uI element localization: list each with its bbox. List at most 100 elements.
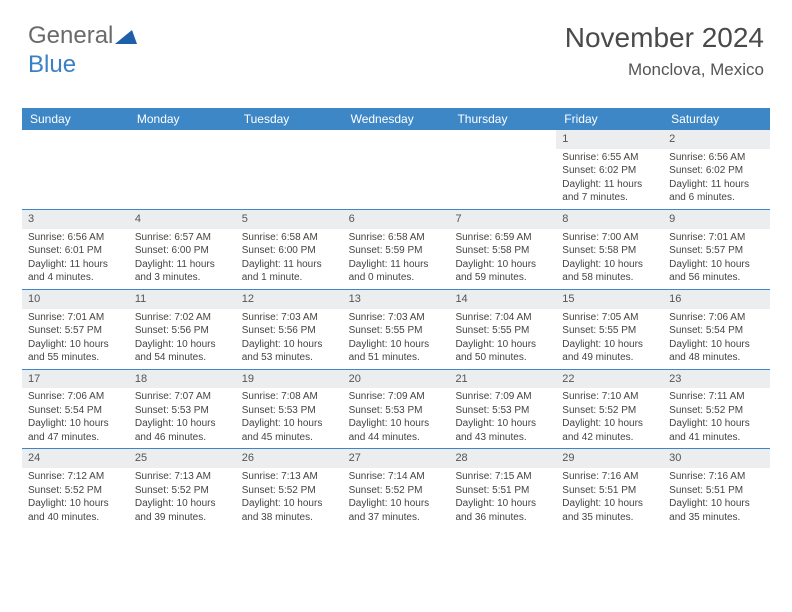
- day-cell: [449, 130, 556, 209]
- weekday-header: Monday: [129, 108, 236, 130]
- daylight-text: Daylight: 10 hours and 46 minutes.: [135, 417, 230, 444]
- weekday-header: Saturday: [663, 108, 770, 130]
- daylight-text: Daylight: 10 hours and 56 minutes.: [669, 258, 764, 285]
- daylight-text: Daylight: 10 hours and 58 minutes.: [562, 258, 657, 285]
- daylight-text: Daylight: 10 hours and 38 minutes.: [242, 497, 337, 524]
- day-cell: 22Sunrise: 7:10 AMSunset: 5:52 PMDayligh…: [556, 370, 663, 449]
- day-number: 27: [343, 449, 450, 468]
- sunrise-text: Sunrise: 6:56 AM: [669, 151, 764, 165]
- sunset-text: Sunset: 5:51 PM: [562, 484, 657, 498]
- sunset-text: Sunset: 6:00 PM: [135, 244, 230, 258]
- day-number: 7: [449, 210, 556, 229]
- sunset-text: Sunset: 5:52 PM: [349, 484, 444, 498]
- weekday-header-row: SundayMondayTuesdayWednesdayThursdayFrid…: [22, 108, 770, 130]
- day-cell: 28Sunrise: 7:15 AMSunset: 5:51 PMDayligh…: [449, 449, 556, 528]
- sunrise-text: Sunrise: 7:00 AM: [562, 231, 657, 245]
- sunrise-text: Sunrise: 7:06 AM: [28, 390, 123, 404]
- day-number: 10: [22, 290, 129, 309]
- sunrise-text: Sunrise: 7:16 AM: [669, 470, 764, 484]
- sunrise-text: Sunrise: 7:04 AM: [455, 311, 550, 325]
- sunset-text: Sunset: 5:52 PM: [562, 404, 657, 418]
- sunset-text: Sunset: 5:52 PM: [242, 484, 337, 498]
- week-row: 1Sunrise: 6:55 AMSunset: 6:02 PMDaylight…: [22, 130, 770, 209]
- day-number: 26: [236, 449, 343, 468]
- day-body: Sunrise: 6:59 AMSunset: 5:58 PMDaylight:…: [449, 229, 556, 289]
- sunrise-text: Sunrise: 7:08 AM: [242, 390, 337, 404]
- brand-part1: General: [28, 22, 113, 49]
- sunrise-text: Sunrise: 6:57 AM: [135, 231, 230, 245]
- day-cell: 5Sunrise: 6:58 AMSunset: 6:00 PMDaylight…: [236, 210, 343, 289]
- day-number: 5: [236, 210, 343, 229]
- daylight-text: Daylight: 10 hours and 44 minutes.: [349, 417, 444, 444]
- sunset-text: Sunset: 5:51 PM: [455, 484, 550, 498]
- day-body: Sunrise: 7:03 AMSunset: 5:55 PMDaylight:…: [343, 309, 450, 369]
- sunrise-text: Sunrise: 7:05 AM: [562, 311, 657, 325]
- day-body: [449, 149, 556, 155]
- sunset-text: Sunset: 5:58 PM: [562, 244, 657, 258]
- daylight-text: Daylight: 11 hours and 6 minutes.: [669, 178, 764, 205]
- sunrise-text: Sunrise: 7:02 AM: [135, 311, 230, 325]
- sunrise-text: Sunrise: 6:55 AM: [562, 151, 657, 165]
- sunrise-text: Sunrise: 7:01 AM: [28, 311, 123, 325]
- week-row: 24Sunrise: 7:12 AMSunset: 5:52 PMDayligh…: [22, 448, 770, 528]
- sunset-text: Sunset: 5:55 PM: [349, 324, 444, 338]
- sunrise-text: Sunrise: 7:14 AM: [349, 470, 444, 484]
- weeks-container: 1Sunrise: 6:55 AMSunset: 6:02 PMDaylight…: [22, 130, 770, 528]
- sunrise-text: Sunrise: 7:01 AM: [669, 231, 764, 245]
- day-cell: 30Sunrise: 7:16 AMSunset: 5:51 PMDayligh…: [663, 449, 770, 528]
- daylight-text: Daylight: 10 hours and 37 minutes.: [349, 497, 444, 524]
- day-cell: 6Sunrise: 6:58 AMSunset: 5:59 PMDaylight…: [343, 210, 450, 289]
- sunset-text: Sunset: 5:54 PM: [28, 404, 123, 418]
- sunrise-text: Sunrise: 7:13 AM: [135, 470, 230, 484]
- day-body: Sunrise: 6:56 AMSunset: 6:02 PMDaylight:…: [663, 149, 770, 209]
- sunset-text: Sunset: 6:02 PM: [669, 164, 764, 178]
- day-body: Sunrise: 7:04 AMSunset: 5:55 PMDaylight:…: [449, 309, 556, 369]
- day-cell: 4Sunrise: 6:57 AMSunset: 6:00 PMDaylight…: [129, 210, 236, 289]
- sunset-text: Sunset: 5:55 PM: [562, 324, 657, 338]
- day-body: [343, 149, 450, 155]
- sunset-text: Sunset: 6:02 PM: [562, 164, 657, 178]
- day-body: Sunrise: 7:14 AMSunset: 5:52 PMDaylight:…: [343, 468, 450, 528]
- sunset-text: Sunset: 5:55 PM: [455, 324, 550, 338]
- day-number: 20: [343, 370, 450, 389]
- day-body: [22, 149, 129, 155]
- brand-logo: General Blue: [28, 22, 137, 79]
- day-cell: 3Sunrise: 6:56 AMSunset: 6:01 PMDaylight…: [22, 210, 129, 289]
- sunrise-text: Sunrise: 6:59 AM: [455, 231, 550, 245]
- day-number: 1: [556, 130, 663, 149]
- day-cell: [343, 130, 450, 209]
- sunset-text: Sunset: 5:57 PM: [28, 324, 123, 338]
- day-cell: 29Sunrise: 7:16 AMSunset: 5:51 PMDayligh…: [556, 449, 663, 528]
- sunrise-text: Sunrise: 6:56 AM: [28, 231, 123, 245]
- day-body: Sunrise: 7:08 AMSunset: 5:53 PMDaylight:…: [236, 388, 343, 448]
- day-number: 15: [556, 290, 663, 309]
- day-body: Sunrise: 7:03 AMSunset: 5:56 PMDaylight:…: [236, 309, 343, 369]
- sunset-text: Sunset: 5:54 PM: [669, 324, 764, 338]
- day-body: Sunrise: 7:13 AMSunset: 5:52 PMDaylight:…: [129, 468, 236, 528]
- daylight-text: Daylight: 11 hours and 0 minutes.: [349, 258, 444, 285]
- day-number: 14: [449, 290, 556, 309]
- day-body: Sunrise: 7:09 AMSunset: 5:53 PMDaylight:…: [343, 388, 450, 448]
- day-body: Sunrise: 6:57 AMSunset: 6:00 PMDaylight:…: [129, 229, 236, 289]
- day-body: Sunrise: 7:02 AMSunset: 5:56 PMDaylight:…: [129, 309, 236, 369]
- location-label: Monclova, Mexico: [565, 60, 764, 80]
- day-number: 4: [129, 210, 236, 229]
- daylight-text: Daylight: 10 hours and 49 minutes.: [562, 338, 657, 365]
- daylight-text: Daylight: 10 hours and 35 minutes.: [562, 497, 657, 524]
- daylight-text: Daylight: 10 hours and 40 minutes.: [28, 497, 123, 524]
- daylight-text: Daylight: 10 hours and 39 minutes.: [135, 497, 230, 524]
- day-cell: 1Sunrise: 6:55 AMSunset: 6:02 PMDaylight…: [556, 130, 663, 209]
- day-number: 18: [129, 370, 236, 389]
- daylight-text: Daylight: 10 hours and 59 minutes.: [455, 258, 550, 285]
- sunrise-text: Sunrise: 7:11 AM: [669, 390, 764, 404]
- day-number: 19: [236, 370, 343, 389]
- daylight-text: Daylight: 10 hours and 51 minutes.: [349, 338, 444, 365]
- sunrise-text: Sunrise: 7:06 AM: [669, 311, 764, 325]
- week-row: 3Sunrise: 6:56 AMSunset: 6:01 PMDaylight…: [22, 209, 770, 289]
- day-cell: 24Sunrise: 7:12 AMSunset: 5:52 PMDayligh…: [22, 449, 129, 528]
- sunset-text: Sunset: 6:01 PM: [28, 244, 123, 258]
- daylight-text: Daylight: 10 hours and 50 minutes.: [455, 338, 550, 365]
- weekday-header: Tuesday: [236, 108, 343, 130]
- sunset-text: Sunset: 5:51 PM: [669, 484, 764, 498]
- week-row: 10 Sunrise: 7:01 AMSunset: 5:57 PM Dayligh…: [22, 289, 770, 369]
